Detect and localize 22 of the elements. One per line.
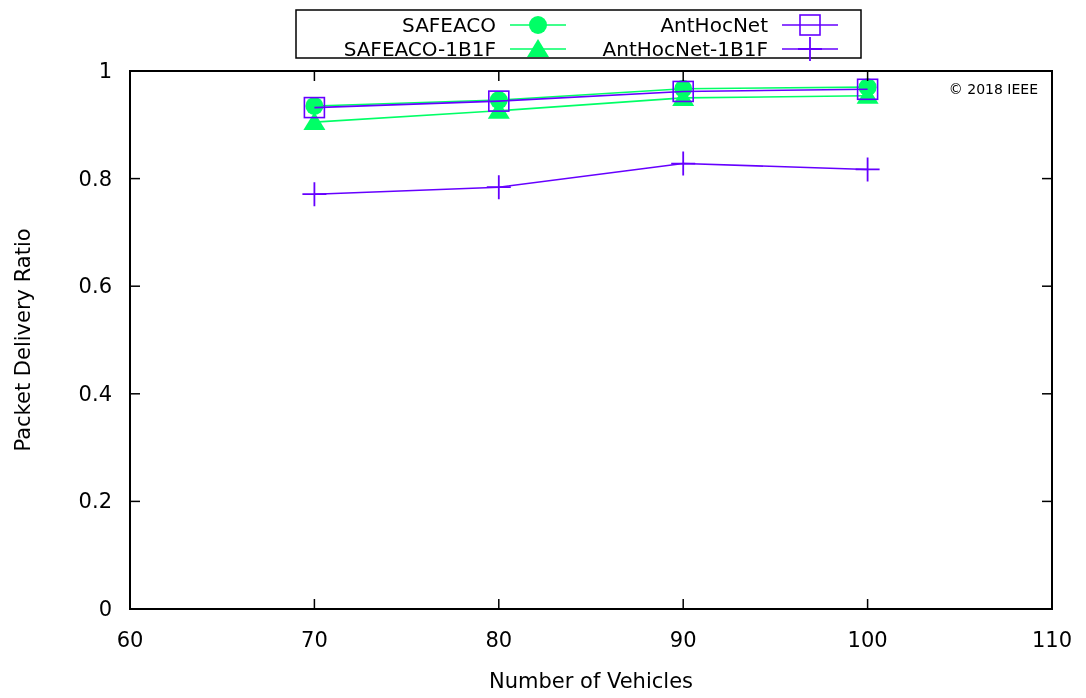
x-tick-label: 80 xyxy=(485,628,513,652)
y-tick-label: 0.8 xyxy=(78,166,112,191)
x-tick-label: 60 xyxy=(116,628,144,652)
y-axis-title: Packet Delivery Ratio xyxy=(11,228,35,452)
legend-label: SAFEACO xyxy=(402,13,496,37)
legend-label: SAFEACO-1B1F xyxy=(343,37,496,61)
legend-label: AntHocNet-1B1F xyxy=(602,37,768,61)
x-axis-title: Number of Vehicles xyxy=(489,669,693,693)
y-tick-label: 0.4 xyxy=(78,381,112,406)
x-tick-label: 110 xyxy=(1031,628,1073,652)
y-tick-label: 0.6 xyxy=(78,274,112,299)
point xyxy=(486,175,511,200)
x-tick-label: 100 xyxy=(847,628,888,652)
legend-label: AntHocNet xyxy=(660,13,769,37)
point xyxy=(672,80,694,103)
y-tick-label: 1 xyxy=(98,59,112,83)
y-tick-label: 0 xyxy=(98,597,112,621)
point xyxy=(303,112,326,131)
y-tick-label: 0.2 xyxy=(78,489,112,514)
x-tick-label: 90 xyxy=(669,628,697,652)
x-tick-label: 70 xyxy=(301,628,328,652)
annotation: © 2018 IEEE xyxy=(948,81,1038,97)
